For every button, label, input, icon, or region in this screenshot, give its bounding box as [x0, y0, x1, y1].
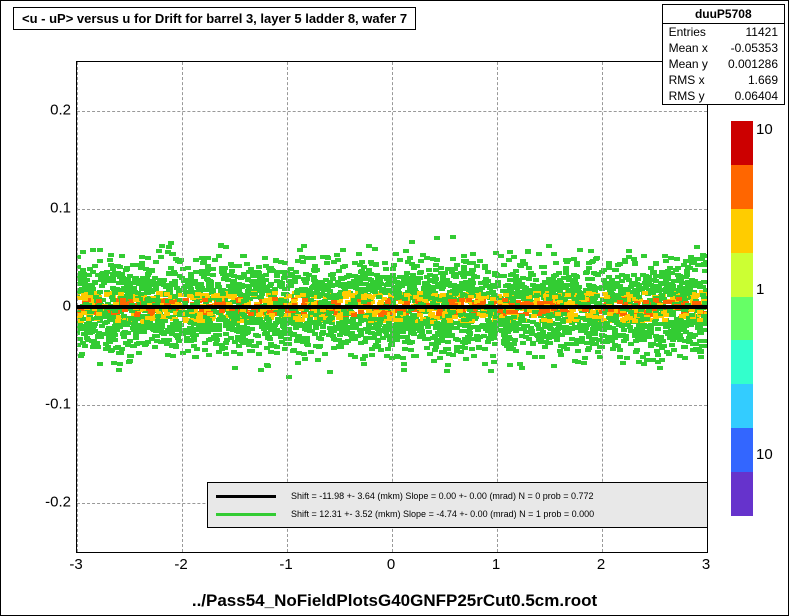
y-tick: 0.2 — [11, 102, 71, 119]
colorbar-segment — [731, 340, 753, 384]
stats-rmsy: RMS y 0.06404 — [663, 88, 784, 104]
plot-title: <u - uP> versus u for Drift for barrel 3… — [13, 7, 416, 30]
legend-swatch-2 — [216, 513, 276, 516]
y-tick: 0 — [11, 298, 71, 315]
stats-label: Mean y — [669, 57, 708, 71]
legend-swatch-1 — [216, 495, 276, 498]
stats-meanx: Mean x -0.05353 — [663, 40, 784, 56]
colorbar-tick: 1 — [756, 281, 764, 298]
plot-area: Shift = -11.98 +- 3.64 (mkm) Slope = 0.0… — [76, 61, 708, 553]
grid-h — [77, 405, 707, 406]
legend-row-1: Shift = -11.98 +- 3.64 (mkm) Slope = 0.0… — [212, 487, 708, 505]
stats-box: duuP5708 Entries 11421 Mean x -0.05353 M… — [662, 4, 785, 105]
fit-band — [77, 305, 707, 309]
stats-label: RMS y — [669, 89, 705, 103]
y-tick: 0.1 — [11, 200, 71, 217]
stats-label: RMS x — [669, 73, 705, 87]
stats-rmsx: RMS x 1.669 — [663, 72, 784, 88]
legend-text-1: Shift = -11.98 +- 3.64 (mkm) Slope = 0.0… — [291, 491, 594, 501]
legend-text-2: Shift = 12.31 +- 3.52 (mkm) Slope = -4.7… — [291, 509, 594, 519]
colorbar-segment — [731, 428, 753, 472]
stats-meany: Mean y 0.001286 — [663, 56, 784, 72]
colorbar-segment — [731, 384, 753, 428]
stats-label: Entries — [669, 25, 706, 39]
grid-v — [707, 62, 708, 552]
colorbar-segment — [731, 472, 753, 516]
legend-row-2: Shift = 12.31 +- 3.52 (mkm) Slope = -4.7… — [212, 505, 708, 523]
y-tick: -0.1 — [11, 396, 71, 413]
colorbar-tick: 10 — [756, 121, 773, 138]
colorbar — [731, 121, 753, 516]
stats-value: 0.001286 — [728, 57, 778, 71]
colorbar-tick: 10 — [756, 446, 773, 463]
stats-entries: Entries 11421 — [663, 24, 784, 40]
x-tick: 0 — [387, 556, 395, 573]
stats-label: Mean x — [669, 41, 708, 55]
fit-legend: Shift = -11.98 +- 3.64 (mkm) Slope = 0.0… — [207, 482, 708, 528]
stats-value: 0.06404 — [735, 89, 778, 103]
stats-value: -0.05353 — [731, 41, 778, 55]
footer-filename: ../Pass54_NoFieldPlotsG40GNFP25rCut0.5cm… — [192, 591, 597, 611]
root-container: <u - uP> versus u for Drift for barrel 3… — [0, 0, 789, 616]
colorbar-segment — [731, 121, 753, 165]
y-tick: -0.2 — [11, 494, 71, 511]
colorbar-segment — [731, 209, 753, 253]
x-tick: 3 — [702, 556, 710, 573]
x-tick: 2 — [597, 556, 605, 573]
colorbar-segment — [731, 165, 753, 209]
colorbar-segment — [731, 297, 753, 341]
x-tick: -3 — [69, 556, 82, 573]
x-tick: -1 — [279, 556, 292, 573]
stats-value: 1.669 — [748, 73, 778, 87]
colorbar-segment — [731, 253, 753, 297]
stats-heading: duuP5708 — [663, 5, 784, 24]
grid-h — [77, 209, 707, 210]
x-tick: 1 — [492, 556, 500, 573]
stats-value: 11421 — [746, 25, 778, 39]
grid-h — [77, 111, 707, 112]
x-tick: -2 — [174, 556, 187, 573]
